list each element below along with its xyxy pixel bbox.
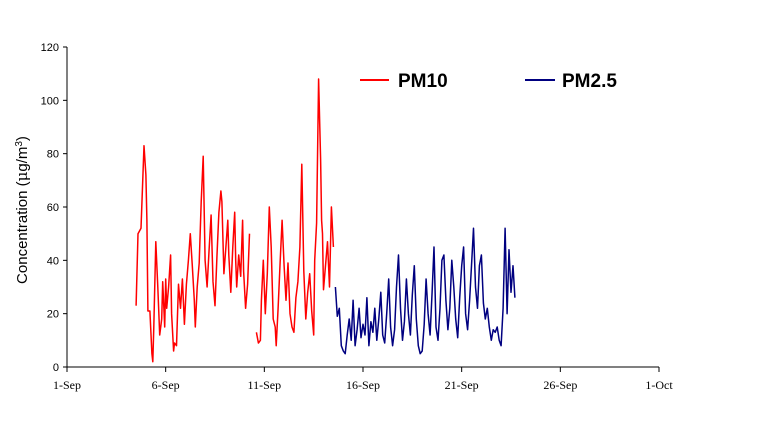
legend: PM10 PM2.5 bbox=[360, 71, 617, 92]
axes bbox=[66, 47, 659, 368]
x-tick-label: 26-Sep bbox=[543, 378, 577, 392]
y-axis-label-main: Concentration ( bbox=[14, 181, 31, 284]
series-line-pm25-segment-1 bbox=[334, 227, 516, 355]
series-layer bbox=[135, 78, 516, 363]
y-axis-label: Concentration (μg/m3) bbox=[13, 136, 31, 284]
x-tick-label: 1-Sep bbox=[53, 378, 81, 392]
x-tick-label: 16-Sep bbox=[346, 378, 380, 392]
y-tick-label: 60 bbox=[47, 202, 59, 214]
series-line-pm10-segment-1 bbox=[135, 144, 251, 363]
y-axis-label-sup: 3 bbox=[14, 141, 25, 147]
y-tick-label: 20 bbox=[47, 309, 59, 321]
y-axis-label-mu: μ bbox=[13, 171, 31, 181]
y-tick-label: 40 bbox=[47, 255, 59, 267]
x-tick-label: 1-Oct bbox=[645, 378, 673, 392]
y-tick-label: 100 bbox=[41, 95, 59, 107]
y-ticks: 0 20 40 60 80 100 120 bbox=[41, 42, 67, 374]
x-tick-label: 21-Sep bbox=[445, 378, 479, 392]
series-line-pm10-segment-2 bbox=[255, 78, 335, 347]
x-tick-label: 11-Sep bbox=[248, 378, 282, 392]
y-axis-label-unit: g/m bbox=[14, 147, 31, 172]
y-tick-label: 80 bbox=[47, 149, 59, 161]
legend-label-pm25: PM2.5 bbox=[562, 71, 617, 92]
x-tick-label: 6-Sep bbox=[152, 378, 180, 392]
y-tick-label: 120 bbox=[41, 42, 59, 54]
y-tick-label: 0 bbox=[53, 362, 59, 374]
legend-label-pm10: PM10 bbox=[398, 71, 448, 92]
y-axis-label-close: ) bbox=[14, 136, 31, 141]
x-ticks: 1-Sep 6-Sep 11-Sep 16-Sep 21-Sep 26-Sep 1-Oct bbox=[53, 367, 673, 392]
